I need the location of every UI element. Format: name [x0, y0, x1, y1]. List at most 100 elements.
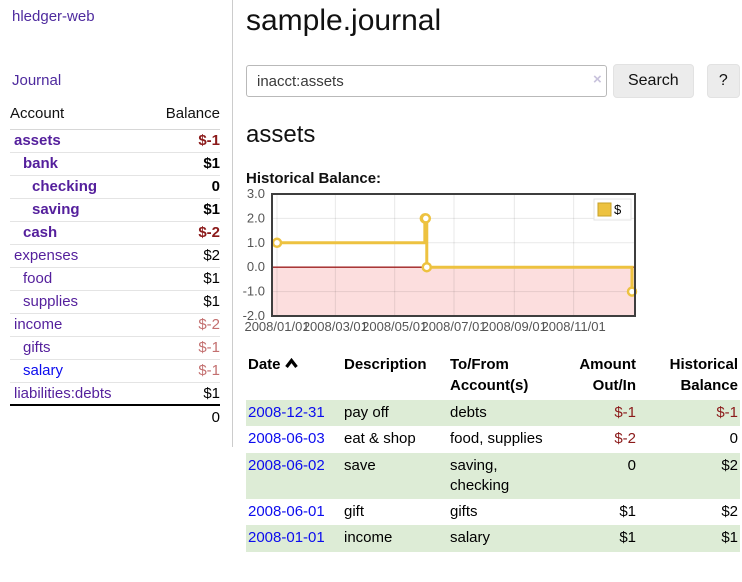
account-row-expenses: expenses $2	[10, 244, 220, 268]
account-row-checking: checking 0	[10, 175, 220, 199]
search-form: × Search ?	[246, 64, 740, 98]
svg-text:2008/05/01: 2008/05/01	[362, 319, 427, 334]
sidebar: hledger-web Journal Account Balance asse…	[0, 0, 233, 447]
transaction-accounts: food, supplies	[450, 430, 543, 448]
account-balance: $1	[146, 290, 220, 314]
svg-text:2008/01/01: 2008/01/01	[244, 319, 309, 334]
clear-search-icon[interactable]: ×	[593, 71, 602, 88]
transaction-date-link[interactable]: 2008-01-01	[248, 529, 325, 547]
account-balance: $-2	[146, 313, 220, 337]
account-balance: $1	[146, 267, 220, 291]
account-balance: $1	[146, 198, 220, 222]
transaction-date-link[interactable]: 2008-06-02	[248, 456, 325, 474]
accounts-table-header: Account Balance	[10, 98, 220, 130]
account-link[interactable]: food	[23, 270, 53, 287]
account-column-header: Account	[10, 98, 147, 130]
page-title: sample.journal	[246, 4, 442, 37]
account-balance: $2	[146, 244, 220, 268]
account-balance: 0	[146, 175, 220, 199]
account-link[interactable]: expenses	[14, 247, 79, 264]
transaction-balance: 0	[729, 430, 738, 448]
column-header-date[interactable]: Date	[246, 352, 342, 400]
svg-text:1.0: 1.0	[247, 235, 265, 250]
transaction-amount: $-1	[614, 404, 636, 421]
svg-text:2008/11/01: 2008/11/01	[542, 319, 606, 334]
account-link[interactable]: cash	[23, 224, 58, 241]
accounts-total-row: 0	[10, 404, 220, 428]
svg-text:-2.0: -2.0	[243, 308, 265, 323]
account-row-food: food $1	[10, 267, 220, 291]
transaction-accounts: salary	[450, 529, 491, 547]
account-balance: $-1	[146, 359, 220, 383]
svg-text:$: $	[614, 202, 622, 217]
transaction-balance: $2	[721, 456, 738, 474]
account-row-assets: assets $-1	[10, 129, 220, 153]
account-row-liabilities-debts: liabilities:debts $1	[10, 382, 220, 405]
account-link[interactable]: income	[14, 316, 63, 333]
historical-balance-chart: $3.0 2.0 1.0 0.0 -1.0 -2.0 2008/01/01 2008/03/0…	[243, 186, 666, 335]
transaction-description: gift	[344, 503, 365, 520]
register-row: 2008-06-02 save saving, checking 0 $2	[246, 452, 740, 499]
register-row: 2008-01-01 income salary $1 $1	[246, 525, 740, 552]
account-link[interactable]: liabilities:debts	[14, 384, 112, 402]
account-balance: $1	[146, 152, 220, 176]
transaction-balance: $1	[721, 529, 738, 547]
account-link[interactable]: assets	[14, 132, 61, 149]
transaction-date-link[interactable]: 2008-06-01	[248, 503, 325, 520]
account-balance: $1	[203, 384, 220, 402]
svg-text:2008/03/01: 2008/03/01	[303, 319, 368, 334]
app-title-link[interactable]: hledger-web	[12, 8, 95, 25]
account-link[interactable]: salary	[23, 362, 64, 379]
column-header-description: Description	[344, 356, 427, 373]
transaction-date-link[interactable]: 2008-12-31	[248, 404, 325, 421]
register-row: 2008-12-31 pay off debts $-1 $-1	[246, 400, 740, 427]
svg-text:2008/07/01: 2008/07/01	[421, 319, 486, 334]
transaction-amount: $1	[619, 503, 636, 520]
account-link[interactable]: gifts	[23, 339, 51, 356]
register-table: Date Description To/From Account(s) Amou…	[246, 352, 740, 552]
account-heading: assets	[246, 121, 316, 148]
account-link[interactable]: saving	[32, 201, 80, 218]
account-balance: $-1	[146, 336, 220, 360]
svg-text:-1.0: -1.0	[243, 284, 265, 299]
account-row-bank: bank $1	[10, 152, 220, 176]
transaction-amount: 0	[627, 456, 636, 474]
transaction-balance: $2	[721, 503, 738, 520]
account-row-gifts: gifts $-1	[10, 336, 220, 360]
transaction-accounts: gifts	[450, 503, 478, 520]
account-row-supplies: supplies $1	[10, 290, 220, 314]
sidebar-item-journal[interactable]: Journal	[12, 72, 62, 89]
chart-canvas: $3.0 2.0 1.0 0.0 -1.0 -2.02008/01/012008/03/0…	[243, 186, 638, 334]
account-row-cash: cash $-2	[10, 221, 220, 245]
account-link[interactable]: bank	[23, 155, 59, 172]
transaction-date-link[interactable]: 2008-06-03	[248, 430, 325, 448]
account-row-saving: saving $1	[10, 198, 220, 222]
column-header-accounts: To/From Account(s)	[450, 356, 529, 394]
transaction-amount: $1	[619, 529, 636, 547]
register-row: 2008-06-01 gift gifts $1 $2	[246, 499, 740, 525]
transaction-description: eat & shop	[344, 430, 416, 448]
account-row-salary: salary $-1	[10, 359, 220, 383]
column-header-amount: Amount Out/In	[579, 356, 636, 394]
account-link[interactable]: checking	[32, 178, 98, 195]
help-button[interactable]: ?	[706, 64, 740, 98]
search-button[interactable]: Search	[612, 64, 694, 98]
search-input[interactable]	[246, 65, 607, 97]
svg-text:3.0: 3.0	[247, 186, 265, 201]
transaction-description: save	[344, 456, 376, 474]
account-link[interactable]: supplies	[23, 293, 79, 310]
transaction-balance: $-1	[716, 404, 738, 421]
sort-ascending-icon	[284, 354, 299, 375]
accounts-total-value: 0	[146, 404, 220, 428]
balance-column-header: Balance	[146, 98, 220, 130]
transaction-description: income	[344, 529, 393, 547]
main-content: sample.journal × Search ? assets Histori…	[243, 0, 740, 552]
transaction-accounts: saving, checking	[450, 456, 510, 494]
account-balance: $-1	[146, 129, 220, 153]
transaction-amount: $-2	[614, 430, 636, 448]
transaction-accounts: debts	[450, 404, 487, 421]
register-header-row: Date Description To/From Account(s) Amou…	[246, 352, 740, 400]
account-balance: $-2	[146, 221, 220, 245]
svg-text:0.0: 0.0	[247, 259, 265, 274]
register-row: 2008-06-03 eat & shop food, supplies $-2…	[246, 426, 740, 452]
